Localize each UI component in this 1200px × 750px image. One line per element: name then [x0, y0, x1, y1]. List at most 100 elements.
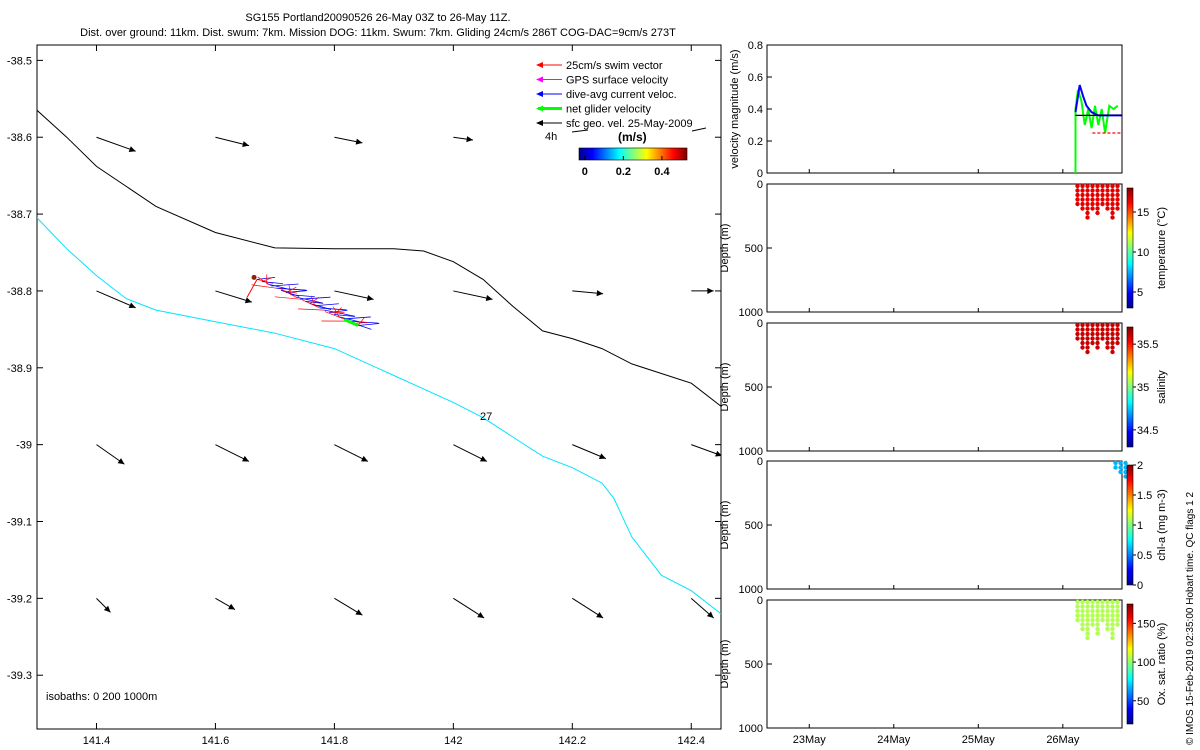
profile-point	[1110, 215, 1115, 220]
profile-point	[1095, 599, 1100, 605]
map-y-tick-label: -38.7	[7, 209, 32, 221]
profile-point	[1075, 197, 1080, 202]
profile-point	[1115, 192, 1120, 198]
profile-point	[1115, 188, 1120, 193]
profile-point	[1085, 331, 1090, 337]
colorbar-tick-label: 5	[1137, 287, 1143, 299]
profile-point	[1118, 460, 1123, 466]
profile-point	[1080, 188, 1085, 193]
profile-point	[1105, 613, 1110, 618]
profile-point	[1105, 617, 1110, 623]
colorbar-tick-label: 0.5	[1137, 550, 1152, 562]
profile-point	[1115, 331, 1120, 337]
panel-y-label: Depth (m)	[719, 363, 731, 412]
legend-colorbar-tick-label: 0	[582, 166, 588, 178]
profile-point	[1085, 608, 1090, 614]
map-x-tick-label: 141.6	[202, 735, 230, 747]
geo-vector	[691, 287, 714, 294]
profile-point	[1080, 340, 1085, 346]
geo-vector-head	[103, 605, 111, 613]
colorbar-tick-label: 1	[1137, 520, 1143, 532]
profile-point	[1110, 604, 1115, 609]
profile-point	[1100, 188, 1105, 193]
colorbar-tick-label: 15	[1137, 207, 1149, 219]
profile-point	[1085, 613, 1090, 618]
swim-vector	[257, 276, 272, 287]
geo-vector-head	[242, 455, 250, 462]
dac-vector	[285, 290, 307, 293]
dac-vector	[271, 283, 299, 287]
panel-y-label: Depth (m)	[719, 501, 731, 550]
panel-y-tick-label: 500	[745, 243, 763, 255]
geo-vector	[572, 597, 604, 619]
legend-scale: 4h (m/s) 0 0.2 0.4	[545, 127, 707, 178]
geo-vector-shaft	[96, 290, 136, 309]
map-panel: SG155 Portland20090526 26-May 03Z to 26-…	[7, 12, 722, 747]
dac-vector	[290, 294, 315, 298]
geo-vector-shaft	[96, 136, 136, 152]
panel-axes-box	[766, 460, 1123, 590]
geo-vector	[453, 444, 488, 462]
map-x-tick-label: 142	[444, 735, 462, 747]
isobath-cyan-line	[37, 217, 721, 615]
net-velocity-vector	[343, 318, 359, 327]
profile-point	[1110, 192, 1115, 198]
profile-point	[1105, 183, 1110, 189]
profile-point	[1080, 608, 1085, 614]
profile-point	[1075, 613, 1080, 618]
geo-vector-head	[242, 141, 250, 148]
profile-point	[1100, 201, 1105, 207]
profile-point	[1105, 626, 1110, 632]
legend-item: dive-avg current veloc.	[536, 89, 677, 101]
swim-vector	[279, 288, 296, 298]
colorbar-label: Ox. sat. ratio (%)	[1156, 623, 1168, 706]
map-y-tick-label: -38.6	[7, 132, 32, 144]
profile-point	[1075, 617, 1080, 623]
profile-point	[1085, 336, 1090, 341]
profile-point	[1080, 604, 1085, 609]
geo-vector	[690, 597, 714, 619]
profile-point	[1095, 608, 1100, 614]
geo-vector-field	[96, 136, 721, 619]
profile-point	[1080, 617, 1085, 623]
colorbar-label: temperature (°C)	[1156, 207, 1168, 289]
geo-vector-head	[479, 455, 487, 462]
timeseries-panel: 0 0.2 0.4 0.6 0.8 velocity magnitude (m/s)	[729, 40, 1123, 180]
legend-label: GPS surface velocity	[566, 75, 669, 87]
geo-vector-head	[128, 302, 136, 309]
profile-point	[1115, 327, 1120, 332]
dac-vector	[329, 309, 348, 313]
legend-label: dive-avg current veloc.	[566, 89, 677, 101]
profile-point	[1110, 197, 1115, 202]
isobath-black-line	[37, 109, 721, 407]
map-x-ticks: 141.4 141.6 141.8 142 142.2 142.4	[83, 45, 705, 747]
profile-point	[1105, 608, 1110, 614]
swim-vector	[274, 296, 301, 300]
profile-point	[1100, 331, 1105, 337]
profile-point	[1100, 197, 1105, 202]
panel-y-tick-label: 1000	[739, 307, 763, 319]
panel-y-tick-label: 0	[757, 318, 763, 330]
profile-point	[1095, 201, 1100, 207]
panel-y-label: Depth (m)	[719, 224, 731, 273]
profile-point	[1115, 608, 1120, 614]
profile-point	[1085, 617, 1090, 623]
map-y-tick-label: -38.5	[7, 55, 32, 67]
profile-point	[1100, 183, 1105, 189]
panel-y-tick-label: 0	[757, 595, 763, 607]
profile-point	[1085, 626, 1090, 632]
profile-point	[1123, 460, 1128, 466]
panel-colorbar	[1126, 187, 1134, 309]
profile-point	[1110, 635, 1115, 641]
profile-point	[1090, 201, 1095, 207]
profile-point	[1085, 192, 1090, 198]
panel-colorbar	[1126, 326, 1134, 448]
profile-point	[1095, 197, 1100, 202]
geo-vector-head	[598, 453, 606, 460]
profile-point	[1110, 331, 1115, 337]
geo-vector-shaft	[453, 290, 493, 300]
geo-vector	[96, 136, 136, 152]
profile-point	[1105, 327, 1110, 332]
profile-point	[1115, 617, 1120, 623]
profile-point	[1090, 183, 1095, 189]
